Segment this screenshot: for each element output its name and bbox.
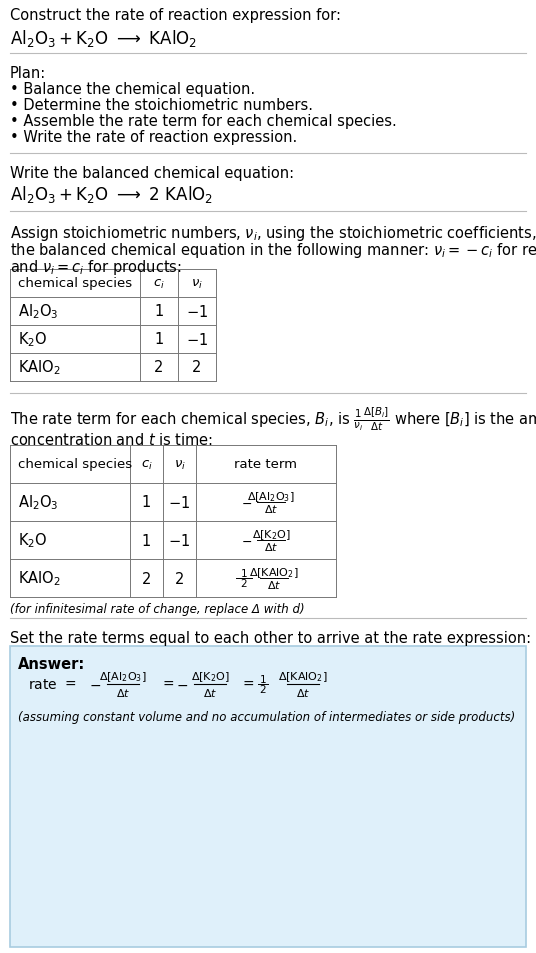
Text: 2: 2: [142, 571, 151, 586]
Text: $\mathregular{KAlO_2}$: $\mathregular{KAlO_2}$: [18, 358, 61, 377]
Text: $\nu_i$: $\nu_i$: [191, 277, 203, 291]
Text: 1: 1: [241, 568, 247, 578]
Text: 1: 1: [154, 333, 163, 347]
Text: and $\nu_i = c_i$ for products:: and $\nu_i = c_i$ for products:: [10, 257, 182, 276]
Text: (assuming constant volume and no accumulation of intermediates or side products): (assuming constant volume and no accumul…: [18, 710, 515, 723]
Text: $\mathregular{Al_2O_3}$: $\mathregular{Al_2O_3}$: [18, 493, 58, 512]
Text: $\Delta t$: $\Delta t$: [264, 502, 278, 515]
Text: $-$: $-$: [241, 534, 252, 547]
Text: • Assemble the rate term for each chemical species.: • Assemble the rate term for each chemic…: [10, 113, 397, 129]
Text: $-1$: $-1$: [168, 495, 191, 511]
Text: 1: 1: [154, 304, 163, 319]
Text: chemical species: chemical species: [18, 458, 132, 471]
Text: 1: 1: [142, 533, 151, 548]
Text: $-$: $-$: [176, 678, 188, 691]
Text: Set the rate terms equal to each other to arrive at the rate expression:: Set the rate terms equal to each other t…: [10, 630, 531, 645]
Text: • Write the rate of reaction expression.: • Write the rate of reaction expression.: [10, 130, 297, 145]
Text: $\Delta[\mathrm{KAlO_2}]$: $\Delta[\mathrm{KAlO_2}]$: [249, 565, 299, 579]
Text: $-1$: $-1$: [186, 304, 208, 319]
Text: (for infinitesimal rate of change, replace Δ with d): (for infinitesimal rate of change, repla…: [10, 602, 304, 616]
Text: $-$: $-$: [89, 678, 101, 691]
Text: The rate term for each chemical species, $B_i$, is $\frac{1}{\nu_i}\frac{\Delta[: The rate term for each chemical species,…: [10, 406, 536, 433]
Text: concentration and $t$ is time:: concentration and $t$ is time:: [10, 432, 213, 448]
Text: =: =: [163, 678, 175, 691]
Text: $\Delta t$: $\Delta t$: [203, 686, 217, 699]
Text: rate term: rate term: [235, 458, 297, 471]
Text: Write the balanced chemical equation:: Write the balanced chemical equation:: [10, 166, 294, 181]
Text: $c_i$: $c_i$: [140, 458, 152, 471]
Text: =: =: [243, 678, 255, 691]
Text: 1: 1: [259, 675, 266, 684]
Text: $\mathrm{rate}$: $\mathrm{rate}$: [28, 678, 57, 691]
Text: the balanced chemical equation in the following manner: $\nu_i = -c_i$ for react: the balanced chemical equation in the fo…: [10, 241, 536, 260]
Text: $\Delta t$: $\Delta t$: [116, 686, 130, 699]
Text: $c_i$: $c_i$: [153, 277, 165, 291]
Text: $\Delta[\mathrm{K_2O}]$: $\Delta[\mathrm{K_2O}]$: [191, 669, 229, 683]
Text: • Determine the stoichiometric numbers.: • Determine the stoichiometric numbers.: [10, 98, 313, 112]
Text: Answer:: Answer:: [18, 657, 85, 671]
Text: $\mathregular{K_2O}$: $\mathregular{K_2O}$: [18, 331, 48, 349]
Text: $\Delta[\mathrm{Al_2O_3}]$: $\Delta[\mathrm{Al_2O_3}]$: [99, 669, 147, 683]
Text: 1: 1: [142, 495, 151, 510]
Text: $\mathregular{Al_2O_3}$: $\mathregular{Al_2O_3}$: [18, 302, 58, 321]
FancyBboxPatch shape: [10, 646, 526, 947]
Text: $\mathregular{Al_2O_3 + K_2O\ \longrightarrow\ 2\ KAlO_2}$: $\mathregular{Al_2O_3 + K_2O\ \longright…: [10, 184, 213, 205]
Text: $\Delta t$: $\Delta t$: [264, 540, 278, 553]
Text: $\Delta[\mathrm{KAlO_2}]$: $\Delta[\mathrm{KAlO_2}]$: [278, 669, 327, 683]
Text: $-$: $-$: [241, 496, 252, 509]
Text: 2: 2: [259, 684, 266, 695]
Text: $\Delta[\mathrm{Al_2O_3}]$: $\Delta[\mathrm{Al_2O_3}]$: [247, 490, 295, 503]
Text: =: =: [64, 678, 76, 691]
Text: 2: 2: [192, 360, 202, 375]
Text: • Balance the chemical equation.: • Balance the chemical equation.: [10, 82, 255, 97]
Text: 2: 2: [175, 571, 184, 586]
Text: 2: 2: [154, 360, 163, 375]
Text: Plan:: Plan:: [10, 66, 46, 81]
Text: $\nu_i$: $\nu_i$: [174, 458, 185, 471]
Text: $\Delta t$: $\Delta t$: [267, 578, 281, 590]
Text: chemical species: chemical species: [18, 277, 132, 291]
Text: $\mathregular{K_2O}$: $\mathregular{K_2O}$: [18, 531, 48, 550]
Text: $\Delta t$: $\Delta t$: [296, 686, 310, 699]
Text: $-1$: $-1$: [186, 332, 208, 348]
Text: $\mathregular{KAlO_2}$: $\mathregular{KAlO_2}$: [18, 569, 61, 588]
Text: 2: 2: [241, 578, 247, 588]
Text: $\Delta[\mathrm{K_2O}]$: $\Delta[\mathrm{K_2O}]$: [251, 528, 291, 541]
Text: Assign stoichiometric numbers, $\nu_i$, using the stoichiometric coefficients, $: Assign stoichiometric numbers, $\nu_i$, …: [10, 224, 536, 243]
Text: Construct the rate of reaction expression for:: Construct the rate of reaction expressio…: [10, 8, 341, 23]
Text: $\mathregular{Al_2O_3 + K_2O\ \longrightarrow\ KAlO_2}$: $\mathregular{Al_2O_3 + K_2O\ \longright…: [10, 28, 197, 49]
Text: $-1$: $-1$: [168, 533, 191, 548]
